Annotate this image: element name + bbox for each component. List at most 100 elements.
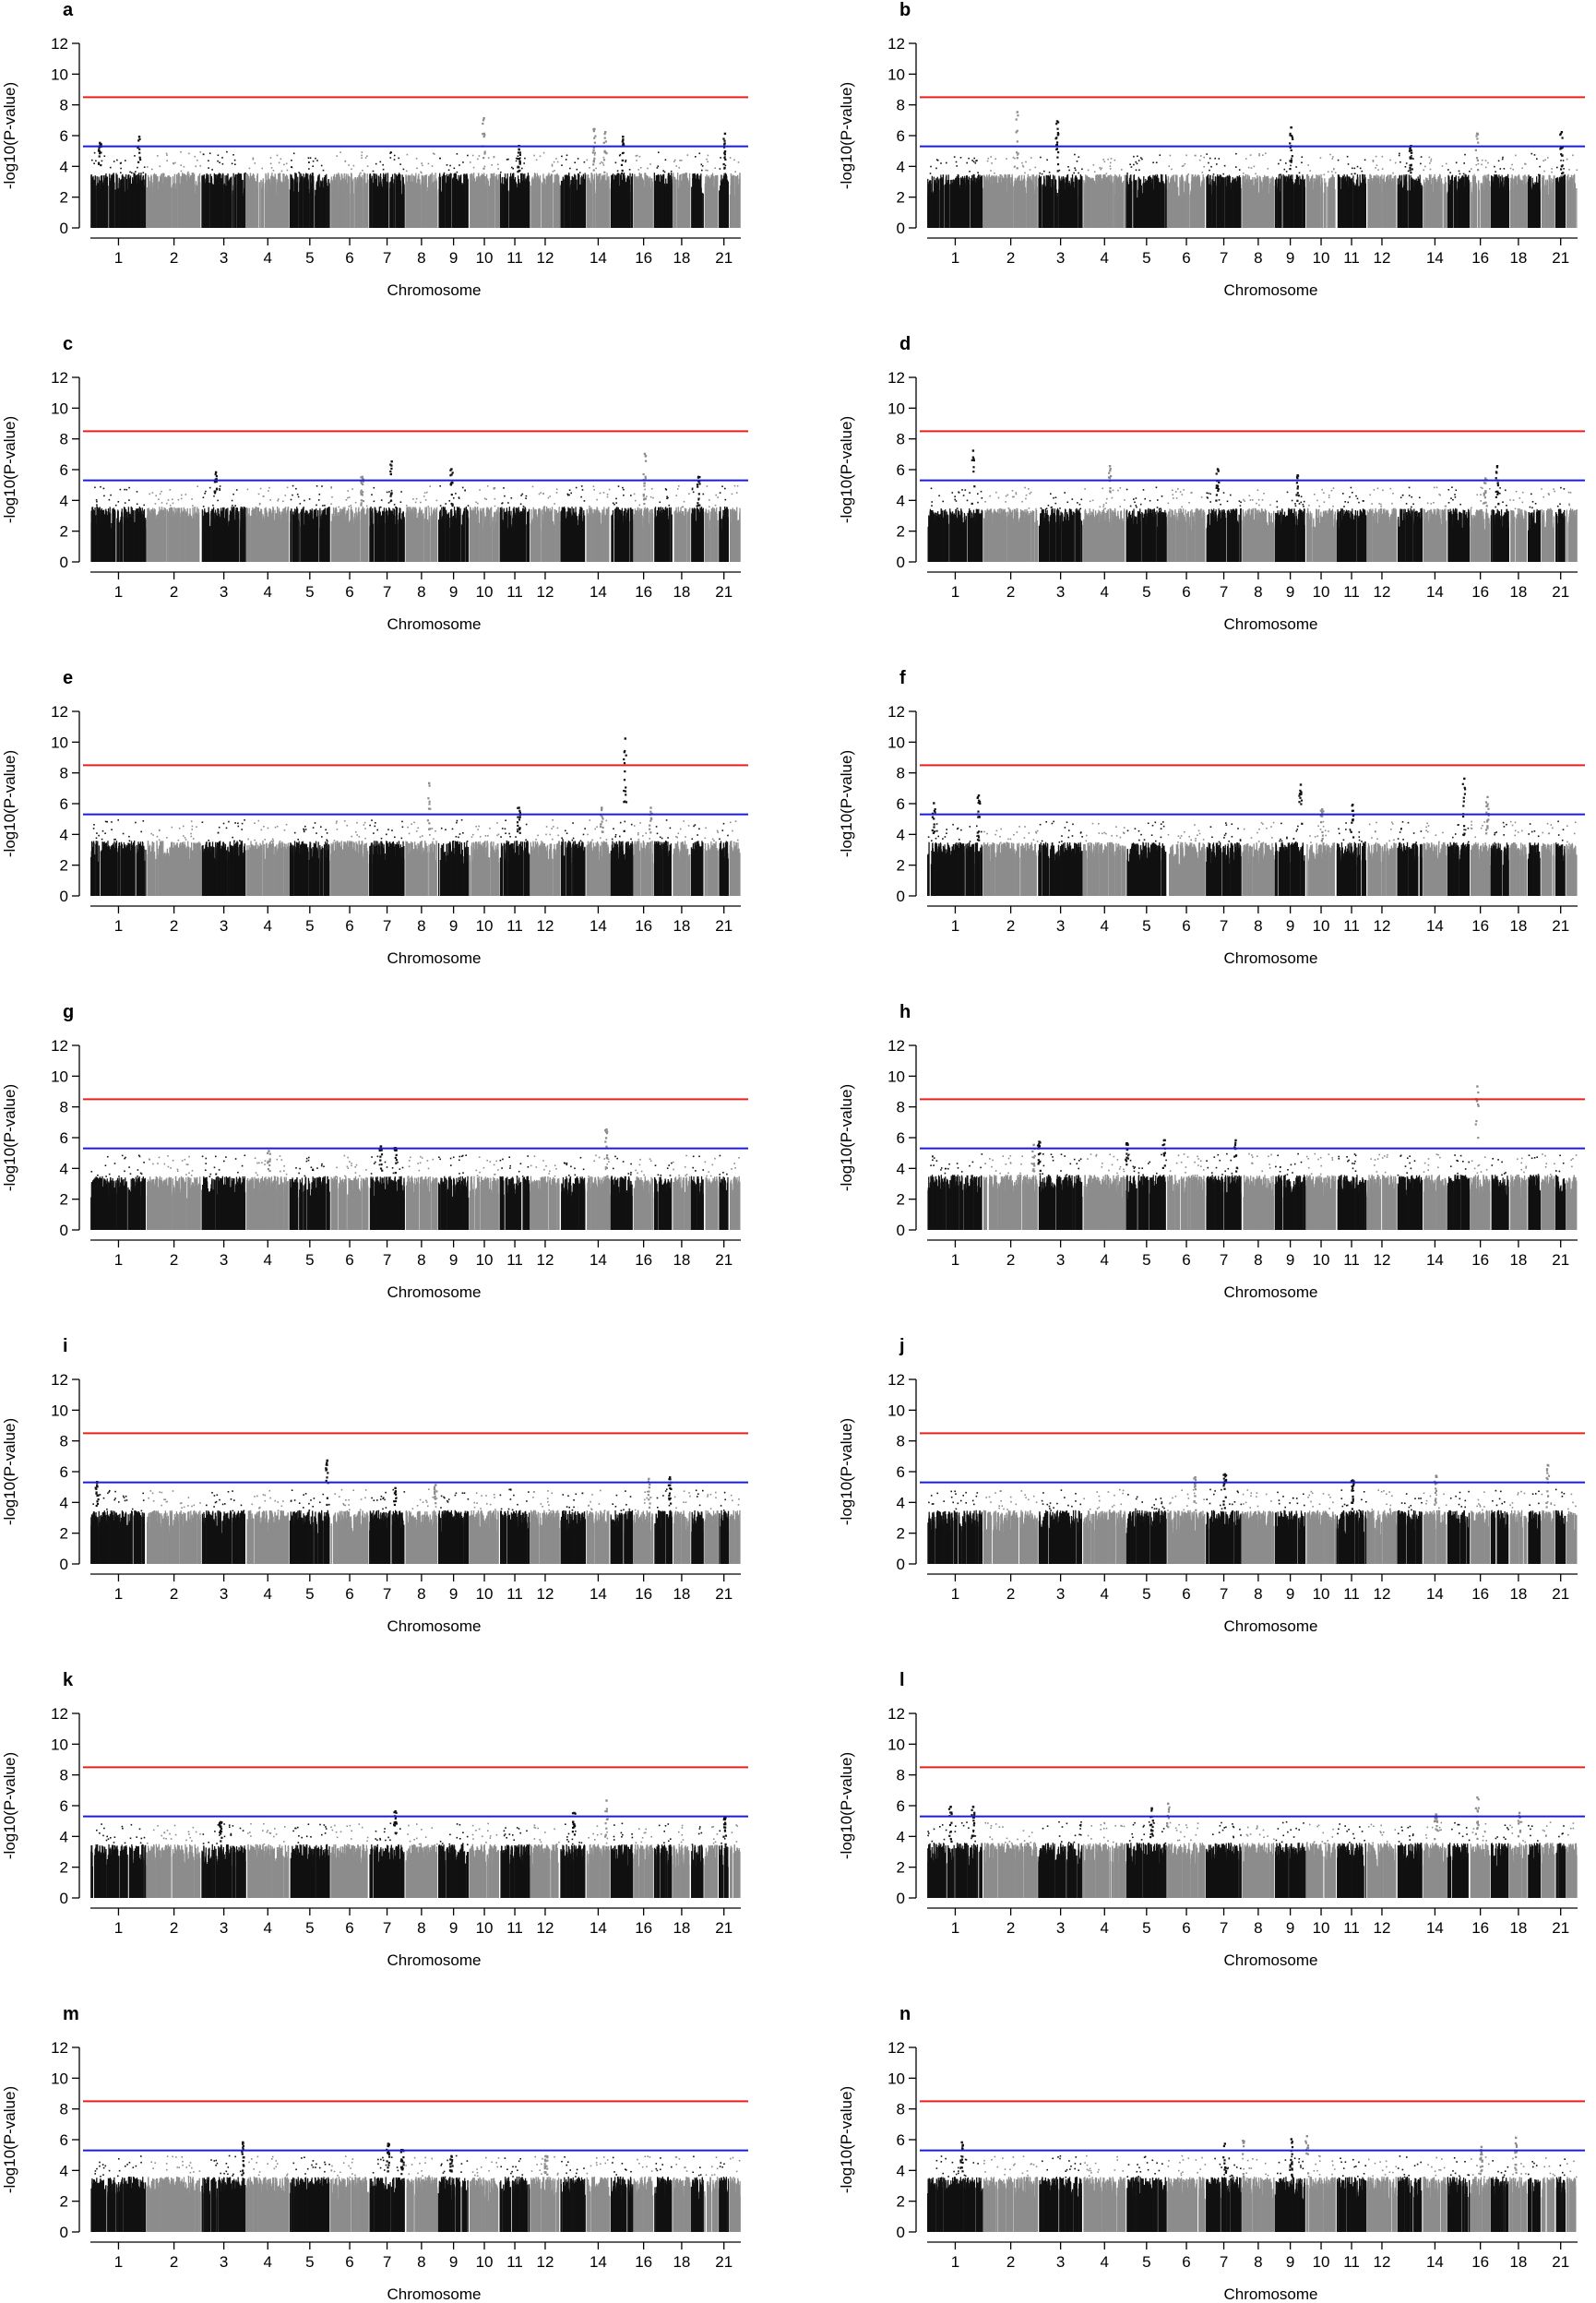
snp-column <box>136 183 137 228</box>
snp-point <box>584 161 586 163</box>
snp-column <box>440 191 441 228</box>
snp-point <box>125 160 126 161</box>
snp-point <box>211 169 213 171</box>
snp-column <box>385 175 386 228</box>
snp-column <box>482 174 483 228</box>
snp-column <box>122 196 123 229</box>
snp-point <box>600 162 601 164</box>
snp-column <box>435 179 436 229</box>
snp-point <box>617 170 619 172</box>
snp-point <box>421 162 423 164</box>
chromosome-11-points <box>500 155 530 228</box>
snp-column <box>659 182 660 228</box>
snp-point <box>473 167 475 169</box>
snp-point <box>361 155 363 157</box>
snp-column <box>315 196 316 228</box>
snp-point <box>671 171 673 173</box>
snp-column <box>203 187 204 228</box>
snp-point <box>166 160 168 161</box>
snp-column <box>662 176 663 228</box>
chromosome-10-points <box>470 155 499 228</box>
snp-column <box>214 184 215 228</box>
snp-point <box>361 157 363 159</box>
snp-column <box>189 179 190 228</box>
snp-column <box>656 189 657 228</box>
snp-point <box>494 156 495 158</box>
snp-point <box>512 168 514 170</box>
snp-column <box>275 176 276 229</box>
chromosome-17-points <box>654 151 673 228</box>
snp-column <box>650 178 651 228</box>
snp-column <box>412 190 413 229</box>
snp-point <box>554 170 555 172</box>
snp-point <box>255 162 256 164</box>
snp-point <box>91 160 93 161</box>
snp-column <box>620 176 621 228</box>
snp-point <box>447 164 448 166</box>
snp-column <box>545 185 546 228</box>
snp-point <box>543 152 545 154</box>
snp-column <box>507 190 508 228</box>
snp-column <box>514 181 515 228</box>
snp-column <box>519 193 520 228</box>
snp-point <box>523 162 525 164</box>
snp-column <box>229 179 230 228</box>
snp-column <box>204 176 205 228</box>
snp-column <box>411 173 412 228</box>
snp-column <box>463 190 464 228</box>
snp-column <box>297 192 298 228</box>
snp-point <box>552 164 554 166</box>
y-tick-label: 8 <box>60 97 68 114</box>
snp-column <box>259 183 260 228</box>
snp-column <box>554 174 555 228</box>
snp-column <box>364 194 365 228</box>
snp-column <box>495 188 496 228</box>
snp-column <box>536 184 537 228</box>
snp-point <box>516 161 518 162</box>
snp-column <box>613 180 614 229</box>
snp-point <box>601 161 602 163</box>
snp-point <box>196 166 197 168</box>
snp-point <box>428 163 430 165</box>
snp-point <box>221 157 223 159</box>
snp-column <box>503 197 504 228</box>
snp-point <box>589 167 590 169</box>
snp-column <box>639 187 640 228</box>
chromosome-16-points <box>634 155 653 228</box>
snp-point <box>373 171 375 173</box>
snp-column <box>689 180 690 228</box>
snp-column <box>500 173 501 228</box>
y-tick-label: 0 <box>60 220 68 237</box>
snp-point <box>444 173 446 174</box>
snp-point <box>457 172 459 173</box>
snp-column <box>317 185 318 228</box>
snp-point <box>195 156 197 158</box>
snp-point <box>577 169 578 171</box>
snp-column <box>227 177 228 228</box>
snp-column <box>265 183 266 229</box>
snp-column <box>602 192 603 228</box>
snp-point <box>625 161 626 163</box>
snp-column <box>572 177 573 228</box>
snp-column <box>256 180 257 228</box>
snp-point <box>135 171 137 173</box>
snp-point <box>308 168 310 170</box>
snp-column <box>430 177 431 228</box>
snp-column <box>153 185 154 228</box>
snp-column <box>360 176 361 228</box>
snp-column <box>526 178 527 228</box>
snp-column <box>128 180 129 228</box>
snp-column <box>322 187 323 228</box>
snp-point <box>249 168 251 170</box>
snp-column <box>352 179 353 228</box>
snp-column <box>551 186 552 228</box>
snp-point <box>367 165 369 167</box>
snp-point <box>439 158 441 160</box>
snp-column <box>248 181 249 228</box>
snp-point <box>101 161 103 162</box>
snp-column <box>222 174 223 228</box>
snp-column <box>95 189 96 228</box>
snp-point <box>120 168 122 170</box>
snp-point <box>566 155 568 157</box>
snp-column <box>268 183 269 229</box>
